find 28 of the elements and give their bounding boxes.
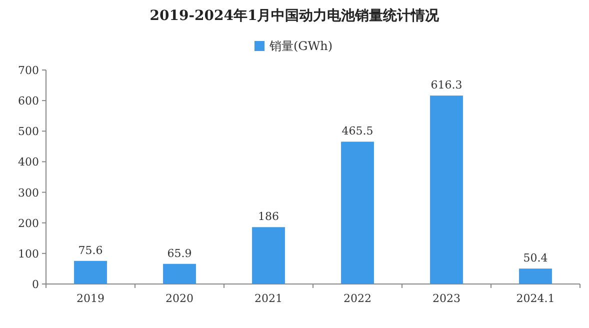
data-label: 186 [258, 210, 279, 224]
data-label: 465.5 [342, 124, 374, 138]
y-tick-label: 200 [18, 216, 39, 230]
x-tick-label: 2021 [254, 292, 282, 305]
bar [341, 142, 374, 284]
bar [163, 264, 196, 284]
data-label: 616.3 [430, 78, 462, 92]
data-label: 65.9 [167, 246, 192, 260]
x-tick-label: 2023 [432, 292, 460, 305]
legend-label: 销量(GWh) [268, 39, 333, 53]
data-label: 75.6 [78, 244, 103, 257]
bar [430, 96, 463, 284]
bar [74, 260, 107, 284]
y-tick-label: 100 [18, 247, 39, 260]
x-tick-label: 2020 [166, 292, 194, 305]
y-tick-label: 300 [18, 186, 39, 200]
data-label: 50.4 [523, 252, 548, 265]
y-tick-label: 700 [18, 64, 39, 77]
chart-title: 2019-2024年1月中国动力电池销量统计情况 [150, 7, 440, 24]
y-tick-label: 400 [18, 156, 39, 169]
bar [252, 227, 285, 284]
bar [519, 268, 552, 284]
y-tick-label: 500 [18, 125, 39, 138]
y-tick-label: 600 [18, 94, 39, 108]
x-tick-label: 2022 [344, 292, 372, 305]
y-tick-label: 0 [32, 278, 39, 291]
x-tick-label: 2024.1 [516, 292, 555, 305]
x-tick-label: 2019 [76, 292, 104, 305]
